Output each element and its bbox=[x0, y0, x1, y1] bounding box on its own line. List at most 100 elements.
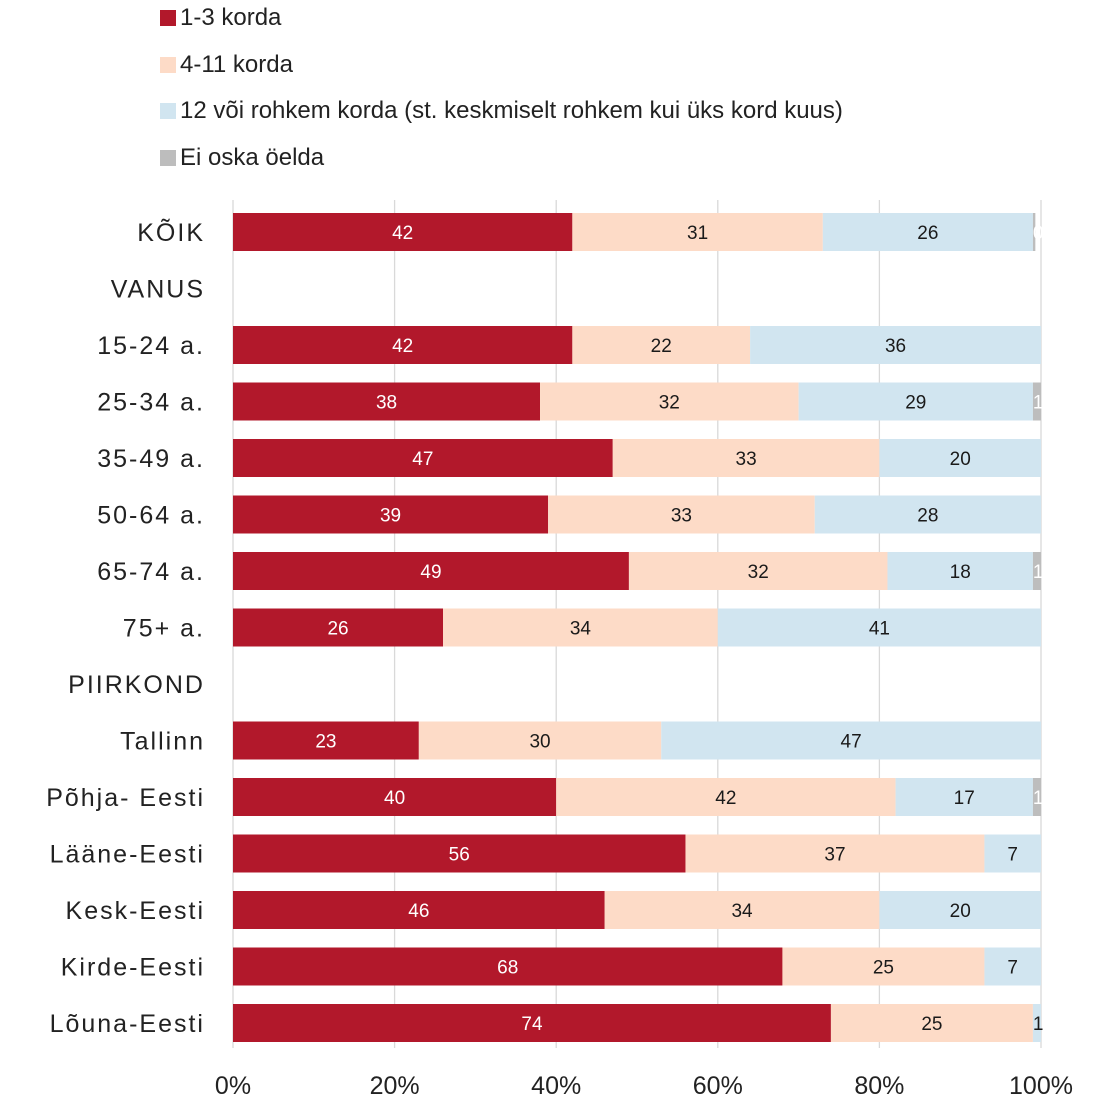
data-label: 46 bbox=[408, 901, 429, 922]
bar-segment bbox=[233, 213, 573, 251]
data-label: 28 bbox=[917, 506, 938, 527]
data-label: 29 bbox=[905, 393, 926, 414]
data-label: 0 bbox=[1033, 223, 1044, 244]
data-label: 26 bbox=[327, 619, 348, 640]
bar-segment bbox=[548, 495, 815, 534]
bar-segment bbox=[685, 834, 985, 873]
data-label: 74 bbox=[521, 1014, 543, 1035]
legend-swatch bbox=[160, 103, 176, 119]
data-label: 31 bbox=[687, 223, 708, 244]
bar-segment bbox=[984, 834, 1041, 873]
bar-segment bbox=[1032, 778, 1041, 816]
bar-segment bbox=[540, 382, 799, 421]
bar-segment bbox=[572, 213, 823, 251]
bar-segment bbox=[233, 1004, 831, 1042]
data-label: 39 bbox=[380, 506, 401, 527]
data-label: 40 bbox=[384, 788, 405, 809]
bar-segment bbox=[895, 778, 1033, 816]
bar-segment bbox=[798, 382, 1033, 421]
bar-segment bbox=[233, 947, 783, 986]
category-label: Lõuna-Eesti bbox=[50, 1010, 205, 1038]
data-label: 17 bbox=[954, 788, 975, 809]
x-tick-label: 0% bbox=[215, 1072, 251, 1095]
x-tick-label: 20% bbox=[370, 1072, 420, 1095]
data-label: 33 bbox=[736, 449, 757, 470]
category-label: 15-24 a. bbox=[97, 332, 205, 360]
data-label: 7 bbox=[1007, 845, 1018, 866]
legend-item: Ei oska öelda bbox=[160, 143, 324, 173]
data-label: 26 bbox=[917, 223, 938, 244]
category-label: Lääne-Eesti bbox=[50, 841, 205, 869]
data-label: 22 bbox=[651, 336, 672, 357]
data-label: 42 bbox=[392, 336, 413, 357]
bar-segment bbox=[1032, 213, 1036, 251]
bar-segment bbox=[233, 834, 686, 873]
bar-segment bbox=[628, 552, 888, 590]
bar-segment bbox=[418, 721, 662, 760]
category-label: 50-64 a. bbox=[97, 502, 205, 530]
data-label: 32 bbox=[748, 562, 769, 583]
data-label: 25 bbox=[873, 958, 894, 979]
data-label: 42 bbox=[392, 223, 413, 244]
category-label: Kesk-Eesti bbox=[66, 897, 205, 925]
bar-segment bbox=[984, 947, 1041, 986]
bar-segment bbox=[443, 608, 718, 647]
data-label: 32 bbox=[659, 393, 680, 414]
data-label: 25 bbox=[921, 1014, 942, 1035]
x-tick-label: 60% bbox=[693, 1072, 743, 1095]
bar-segment bbox=[233, 721, 419, 760]
data-label: 34 bbox=[731, 901, 753, 922]
data-label: 7 bbox=[1007, 958, 1018, 979]
bar-segment bbox=[233, 552, 629, 590]
legend-item: 4-11 korda bbox=[160, 50, 293, 80]
bar-segment bbox=[750, 326, 1041, 364]
data-label: 20 bbox=[950, 901, 971, 922]
data-label: 20 bbox=[950, 449, 971, 470]
legend-item: 1-3 korda bbox=[160, 3, 281, 33]
bar-segment bbox=[1032, 382, 1041, 421]
bar-segment bbox=[879, 439, 1041, 477]
bar-segment bbox=[233, 326, 573, 364]
category-label: VANUS bbox=[111, 276, 205, 304]
legend-item: 12 või rohkem korda (st. keskmiselt rohk… bbox=[160, 96, 843, 126]
legend-label: Ei oska öelda bbox=[180, 144, 325, 171]
data-label: 49 bbox=[420, 562, 441, 583]
bar-segment bbox=[830, 1004, 1033, 1042]
bar-segment bbox=[814, 495, 1041, 534]
legend-label: 12 või rohkem korda (st. keskmiselt rohk… bbox=[180, 97, 843, 124]
data-label: 47 bbox=[412, 449, 433, 470]
bar-segment bbox=[233, 778, 557, 816]
data-label: 42 bbox=[715, 788, 736, 809]
category-label: Kirde-Eesti bbox=[61, 954, 205, 982]
category-label: 25-34 a. bbox=[97, 389, 205, 417]
legend-label: 1-3 korda bbox=[180, 4, 282, 31]
data-label: 37 bbox=[824, 845, 845, 866]
bar-segment bbox=[556, 778, 896, 816]
category-label: 35-49 a. bbox=[97, 445, 205, 473]
data-label: 33 bbox=[671, 506, 692, 527]
bar-segment bbox=[661, 721, 1041, 760]
data-label: 30 bbox=[529, 732, 550, 753]
bar-segment bbox=[717, 608, 1041, 647]
bar-segment bbox=[572, 326, 751, 364]
x-tick-label: 40% bbox=[531, 1072, 581, 1095]
bar-segment bbox=[233, 891, 605, 929]
bar-segment bbox=[233, 439, 613, 477]
data-label: 1 bbox=[1033, 788, 1044, 809]
data-label: 36 bbox=[885, 336, 906, 357]
legend-swatch bbox=[160, 150, 176, 166]
data-label: 1 bbox=[1033, 1014, 1044, 1035]
data-label: 34 bbox=[570, 619, 592, 640]
bar-segment bbox=[1032, 1004, 1041, 1042]
bar-segment bbox=[887, 552, 1033, 590]
bar-segment bbox=[233, 382, 541, 421]
category-label: Tallinn bbox=[120, 728, 205, 756]
data-label: 18 bbox=[950, 562, 971, 583]
category-label: 75+ a. bbox=[123, 615, 205, 643]
legend-swatch bbox=[160, 57, 176, 73]
data-label: 56 bbox=[449, 845, 470, 866]
bar-segment bbox=[879, 891, 1041, 929]
data-label: 68 bbox=[497, 958, 518, 979]
data-label: 47 bbox=[841, 732, 862, 753]
category-label: KÕIK bbox=[137, 218, 205, 247]
